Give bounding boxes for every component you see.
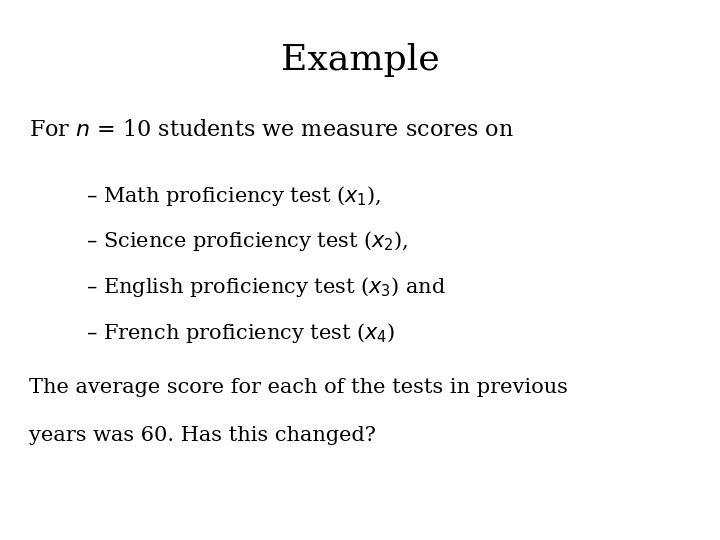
Text: – French proficiency test ($x_4$): – French proficiency test ($x_4$) <box>86 321 395 345</box>
Text: – Math proficiency test ($x_1$),: – Math proficiency test ($x_1$), <box>86 184 382 207</box>
Text: years was 60. Has this changed?: years was 60. Has this changed? <box>29 426 376 444</box>
Text: – English proficiency test ($x_3$) and: – English proficiency test ($x_3$) and <box>86 275 446 299</box>
Text: Example: Example <box>281 43 439 77</box>
Text: The average score for each of the tests in previous: The average score for each of the tests … <box>29 378 567 397</box>
Text: – Science proficiency test ($x_2$),: – Science proficiency test ($x_2$), <box>86 230 409 253</box>
Text: For $n$ = 10 students we measure scores on: For $n$ = 10 students we measure scores … <box>29 119 513 141</box>
